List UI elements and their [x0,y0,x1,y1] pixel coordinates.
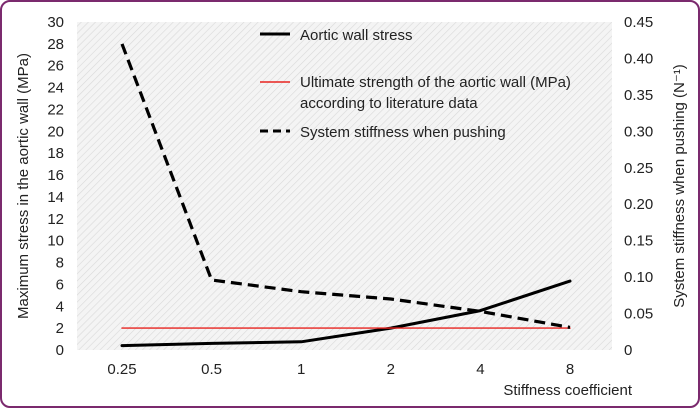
left-tick-label: 14 [47,189,64,206]
series-layer [120,43,572,348]
y-axis-left-label: Maximum stress in the aortic wall (MPa) [15,53,32,319]
series-line-system-stiffness [120,43,571,329]
right-tick-label: 0.30 [624,123,653,140]
left-tick-label: 8 [56,255,64,272]
x-tick-label: 8 [566,361,574,378]
left-tick-label: 12 [47,211,64,228]
right-tick-label: 0 [624,342,632,359]
x-axis-ticks: 0.25 0.5 1 2 4 8 [107,361,574,378]
right-tick-label: 0.15 [624,233,653,250]
series-line-aortic-wall-stress [120,279,572,348]
left-tick-label: 2 [56,320,64,337]
x-tick-label: 4 [476,361,484,378]
plot-area [77,22,612,350]
x-tick-label: 2 [387,361,395,378]
left-tick-label: 16 [47,167,64,184]
legend-label-ultimate-strength: Ultimate strength of the aortic wall (MP… [300,74,571,91]
legend-label-system-stiffness: System stiffness when pushing [300,124,506,141]
left-tick-label: 18 [47,145,64,162]
right-axis-ticks: 0 0.05 0.10 0.15 0.20 0.25 0.30 0.35 0.40 0.45 [624,14,653,359]
left-tick-label: 24 [47,80,64,97]
right-tick-label: 0.35 [624,87,653,104]
y-axis-right-label: System stiffness when pushing (N⁻¹) [671,64,688,308]
left-tick-label: 22 [47,101,64,118]
right-tick-label: 0.40 [624,50,653,67]
left-tick-label: 26 [47,58,64,75]
right-tick-label: 0.20 [624,196,653,213]
left-tick-label: 0 [56,342,64,359]
right-tick-label: 0.45 [624,14,653,31]
x-tick-label: 0.5 [201,361,222,378]
left-tick-label: 10 [47,233,64,250]
left-tick-label: 28 [47,36,64,53]
right-tick-label: 0.05 [624,306,653,323]
x-tick-label: 0.25 [107,361,136,378]
left-tick-label: 30 [47,14,64,31]
left-tick-label: 4 [56,298,64,315]
legend-label-ultimate-strength-line2: according to literature data [300,95,478,112]
legend: Aortic wall stress Ultimate strength of … [260,27,571,141]
legend-label-aortic-stress: Aortic wall stress [300,27,413,44]
right-tick-label: 0.10 [624,269,653,286]
left-tick-label: 6 [56,276,64,293]
x-axis-label: Stiffness coefficient [503,382,633,399]
x-tick-label: 1 [297,361,305,378]
right-tick-label: 0.25 [624,160,653,177]
left-tick-label: 20 [47,123,64,140]
